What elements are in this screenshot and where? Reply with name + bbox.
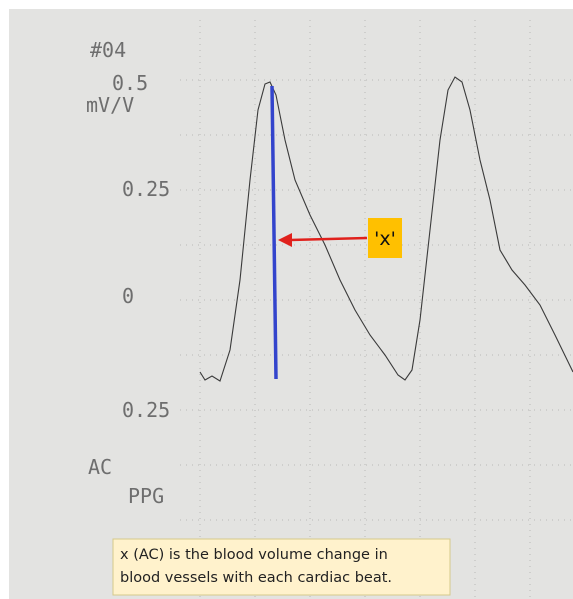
unit: mV/V — [86, 93, 134, 117]
axis-label: 0.25 — [122, 177, 170, 201]
screenshot: #04 0.5 mV/V 0.25 0 0.25 AC PPG 'x' x (A… — [0, 0, 573, 599]
caption-line: x (AC) is the blood volume change in — [120, 547, 388, 563]
footer-label: PPG — [128, 484, 164, 508]
marker-label: 'x' — [374, 228, 396, 250]
caption-line: blood vessels with each cardiac beat. — [120, 570, 392, 586]
axis-label: 0.25 — [122, 398, 170, 422]
axis-label: 0 — [122, 284, 134, 308]
header: #04 — [90, 38, 126, 62]
scale-top: 0.5 — [112, 71, 148, 95]
footer-label: AC — [88, 455, 112, 479]
